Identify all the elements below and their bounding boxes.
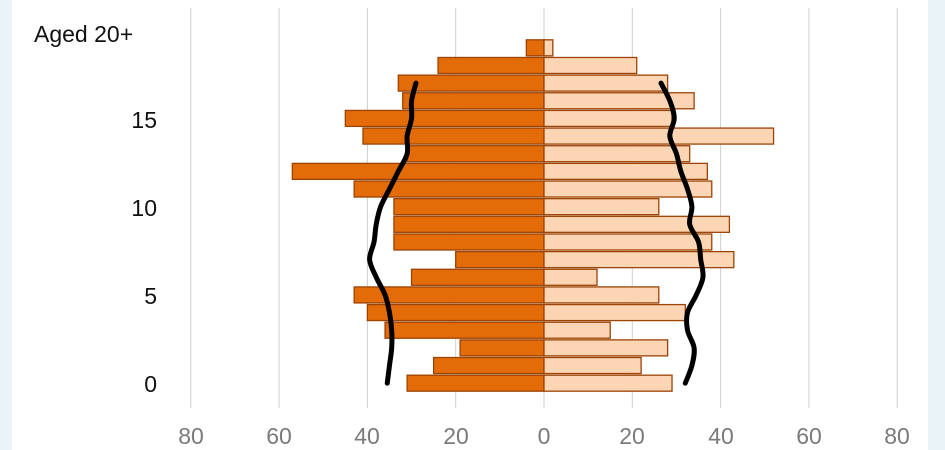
left-bar [459,339,545,357]
left-bar [406,374,545,392]
age-tick-label-0: 0 [144,371,157,397]
right-bar [543,233,713,251]
x-tick-label: 60 [266,423,292,449]
age-tick-label-10: 10 [131,195,157,221]
left-bar [397,74,545,92]
right-bar [543,74,669,92]
left-bar [406,145,545,163]
right-bar [543,303,686,322]
right-bar [543,56,638,75]
right-bar [543,39,554,57]
x-tick-label: 80 [178,423,204,449]
right-bar [543,109,673,128]
left-bar [353,180,545,198]
right-bar [543,180,713,198]
x-tick-label: 20 [443,423,469,449]
x-tick-label: 0 [538,423,551,449]
right-bar [543,339,669,357]
left-bar [437,56,545,75]
age-axis-labels: Aged 20+ 0 5 10 15 [34,21,157,397]
left-bar [402,92,545,110]
right-bar [543,321,611,339]
right-bar [543,250,735,269]
right-bar [543,215,731,233]
left-bar [393,233,545,251]
right-bar [543,268,598,286]
right-bar [543,198,660,216]
left-bars [291,39,545,392]
right-reference-line [658,80,706,386]
right-bar [543,145,691,163]
age-tick-label-15: 15 [131,107,157,133]
left-bar [432,356,545,375]
x-tick-label: 40 [354,423,380,449]
left-reference-line [367,80,419,386]
chart-panel: Aged 20+ 0 5 10 15 80 60 40 20 0 20 40 6… [12,0,928,450]
right-bars [543,39,775,392]
x-tick-label: 80 [884,423,910,449]
right-bar [543,286,660,304]
x-tick-label: 20 [619,423,645,449]
right-bar [543,127,775,145]
x-tick-label: 40 [708,423,734,449]
left-bar [410,268,545,286]
left-bar [393,198,545,216]
age-tick-label-5: 5 [144,283,157,309]
right-bar [543,162,709,181]
left-bar [366,303,545,322]
population-pyramid-chart: Aged 20+ 0 5 10 15 80 60 40 20 0 20 40 6… [34,8,910,449]
left-bar [384,321,545,339]
x-tick-label: 60 [796,423,822,449]
right-bar [543,92,695,110]
right-bar [543,356,642,375]
left-bar [393,215,545,233]
left-bar [455,250,545,269]
age-top-label: Aged 20+ [34,21,133,47]
left-bar [291,162,545,181]
left-bar [344,109,545,128]
reference-lines [367,80,706,386]
left-bar [525,39,545,57]
left-bar [362,127,545,145]
right-bar [543,374,673,392]
x-axis-labels: 80 60 40 20 0 20 40 60 80 [178,423,910,449]
